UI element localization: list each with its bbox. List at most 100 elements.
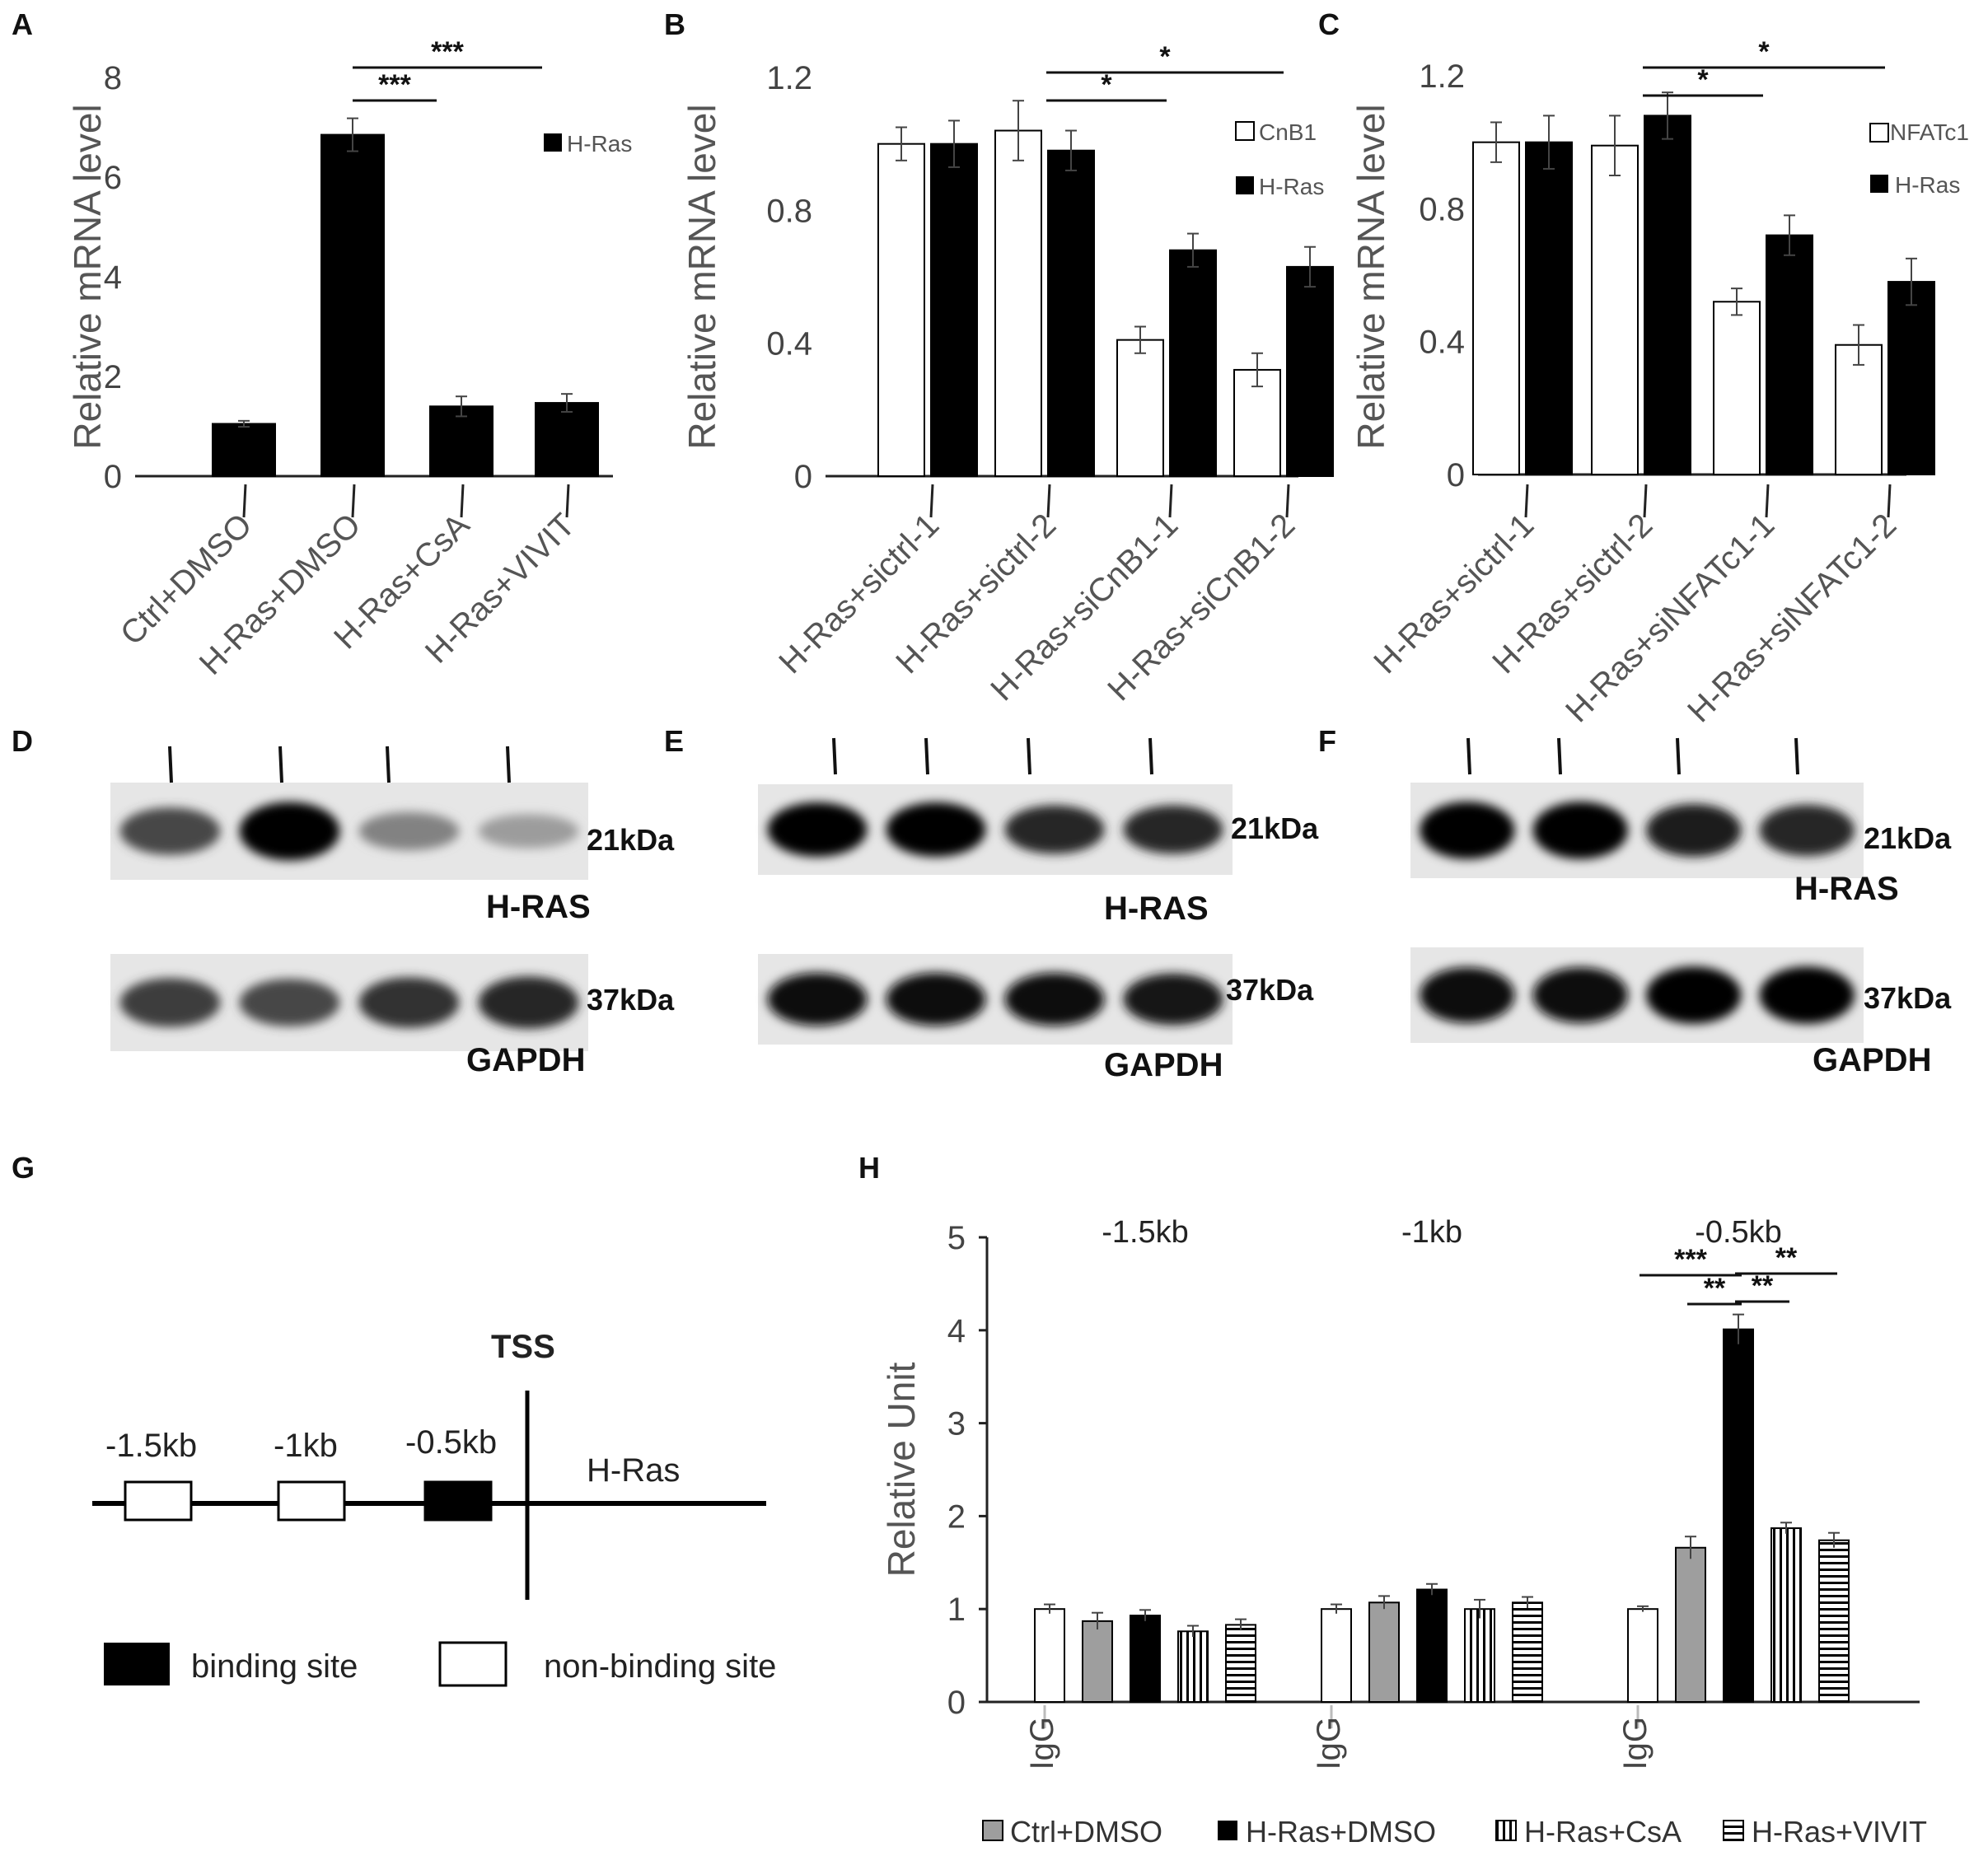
blot-e-bottom-kda: 37kDa bbox=[1226, 973, 1314, 1007]
bar-h bbox=[1512, 1601, 1543, 1703]
bar-h bbox=[1675, 1546, 1706, 1703]
legend-c-nfatc1-swatch bbox=[1869, 123, 1889, 143]
y-tick-label-a: 8 bbox=[104, 60, 122, 96]
blot-e-top-name: H-RAS bbox=[1104, 891, 1209, 927]
blot-band-bottom-f bbox=[1646, 966, 1742, 1024]
blot-band-top-d bbox=[478, 814, 579, 849]
lane-tick-f bbox=[1676, 737, 1681, 775]
significance-label-h: ** bbox=[1752, 1270, 1774, 1302]
blot-band-bottom-f bbox=[1532, 967, 1628, 1023]
blot-f-top-name: H-RAS bbox=[1794, 871, 1899, 907]
blot-e-bottom-name: GAPDH bbox=[1104, 1047, 1223, 1083]
category-tick-c bbox=[1643, 484, 1648, 518]
bar-c bbox=[1887, 281, 1935, 476]
y-tick-label-h: 1 bbox=[947, 1592, 966, 1628]
legend-h-vivit-label: H-Ras+VIVIT bbox=[1752, 1815, 1927, 1849]
bar-b bbox=[1169, 249, 1217, 477]
significance-label-a: *** bbox=[431, 36, 464, 68]
blot-band-top-e bbox=[767, 802, 868, 857]
y-tick-label-c: 1.2 bbox=[1419, 58, 1465, 95]
legend-h-ctrl-swatch bbox=[982, 1820, 1003, 1841]
group-label-h: -1kb bbox=[1401, 1215, 1462, 1250]
panel-label-a: A bbox=[12, 7, 33, 41]
legend-a-hras-swatch bbox=[544, 133, 562, 152]
bar-h bbox=[1723, 1328, 1754, 1703]
site-label-1: -1.5kb bbox=[105, 1428, 197, 1464]
panel-label-b: B bbox=[664, 7, 685, 41]
bar-c bbox=[1472, 141, 1520, 476]
bar-b bbox=[1286, 265, 1334, 477]
blot-band-bottom-d bbox=[239, 979, 340, 1026]
blot-band-bottom-d bbox=[478, 976, 579, 1029]
bar-b bbox=[877, 143, 925, 478]
category-label-c: H-Ras+siNFATc1-2 bbox=[1681, 507, 1903, 729]
blot-band-bottom-e bbox=[1123, 973, 1223, 1026]
y-axis-label-a: Relative mRNA level bbox=[66, 104, 109, 449]
category-label-c: H-Ras+siNFATc1-1 bbox=[1559, 507, 1781, 729]
panel-label-e: E bbox=[664, 724, 684, 758]
bar-h bbox=[1770, 1527, 1802, 1703]
bar-c bbox=[1713, 301, 1761, 475]
lane-tick-d bbox=[506, 746, 511, 783]
category-tick-c bbox=[1524, 484, 1529, 518]
blot-band-top-f bbox=[1420, 802, 1515, 859]
western-blot-f bbox=[1410, 737, 1864, 1043]
y-tick-label-b: 0 bbox=[794, 459, 812, 495]
bar-h bbox=[1082, 1620, 1113, 1704]
blot-f-bottom-kda: 37kDa bbox=[1864, 981, 1952, 1015]
blot-e-top-kda: 21kDa bbox=[1231, 811, 1319, 845]
legend-h-hrasdmso-label: H-Ras+DMSO bbox=[1246, 1815, 1436, 1849]
blot-band-top-e bbox=[1123, 805, 1223, 854]
y-tick-label-a: 2 bbox=[104, 359, 122, 395]
blot-band-bottom-f bbox=[1420, 967, 1515, 1023]
bar-a bbox=[535, 402, 599, 477]
legend-binding-label: binding site bbox=[191, 1648, 358, 1685]
bar-h bbox=[1416, 1588, 1448, 1703]
legend-nonbinding-swatch bbox=[438, 1641, 508, 1687]
blot-band-bottom-e bbox=[886, 972, 986, 1026]
bar-c bbox=[1766, 234, 1813, 475]
significance-label-h: ** bbox=[1775, 1242, 1798, 1274]
blot-band-top-e bbox=[886, 802, 986, 857]
significance-label-h: *** bbox=[1674, 1244, 1707, 1275]
bar-c bbox=[1591, 144, 1639, 475]
y-axis-label-b: Relative mRNA level bbox=[681, 104, 723, 449]
blot-f-bottom-name: GAPDH bbox=[1813, 1042, 1931, 1078]
y-tick-label-a: 6 bbox=[104, 160, 122, 196]
gene-label: H-Ras bbox=[587, 1452, 680, 1489]
chart-h: 0 1 2 3 4 5 Relative Unit -1.5kb IgG -1kb IgG -0.5k… bbox=[880, 1215, 1920, 1770]
blot-band-top-e bbox=[1004, 805, 1105, 854]
lane-tick-e bbox=[1148, 737, 1153, 775]
category-tick-a bbox=[565, 484, 570, 518]
legend-a-hras-label: H-Ras bbox=[567, 131, 632, 157]
bar-b bbox=[994, 129, 1042, 478]
y-tick-label-b: 0.4 bbox=[766, 326, 812, 362]
legend-h: Ctrl+DMSO H-Ras+DMSO H-Ras+CsA H-Ras+VIV… bbox=[982, 1815, 1927, 1849]
blot-band-top-d bbox=[358, 811, 460, 851]
blot-band-top-d bbox=[239, 802, 340, 861]
igg-label-h: IgG bbox=[1024, 1717, 1060, 1770]
blot-f-top-kda: 21kDa bbox=[1864, 821, 1952, 855]
site-label-3: -0.5kb bbox=[405, 1424, 497, 1461]
bar-h bbox=[1321, 1608, 1352, 1703]
blot-band-top-f bbox=[1646, 803, 1742, 858]
y-tick-label-c: 0.4 bbox=[1419, 325, 1465, 361]
category-tick-b bbox=[1046, 484, 1051, 518]
significance-label-b: * bbox=[1101, 69, 1112, 101]
y-tick-label-h: 0 bbox=[947, 1685, 966, 1721]
blot-band-bottom-e bbox=[767, 972, 868, 1026]
legend-nonbinding-label: non-binding site bbox=[544, 1648, 776, 1685]
category-tick-c bbox=[1765, 484, 1770, 518]
y-tick-label-h: 4 bbox=[947, 1313, 966, 1349]
y-tick-label-c: 0.8 bbox=[1419, 191, 1465, 227]
y-axis-label-c: Relative mRNA level bbox=[1350, 104, 1392, 449]
bar-h bbox=[1130, 1615, 1161, 1703]
bar-c bbox=[1525, 141, 1573, 476]
legend-b-cnb1-swatch bbox=[1235, 121, 1255, 141]
blot-band-bottom-f bbox=[1759, 966, 1855, 1024]
site-box-1 bbox=[124, 1480, 193, 1522]
legend-b-hras-label: H-Ras bbox=[1259, 174, 1324, 199]
